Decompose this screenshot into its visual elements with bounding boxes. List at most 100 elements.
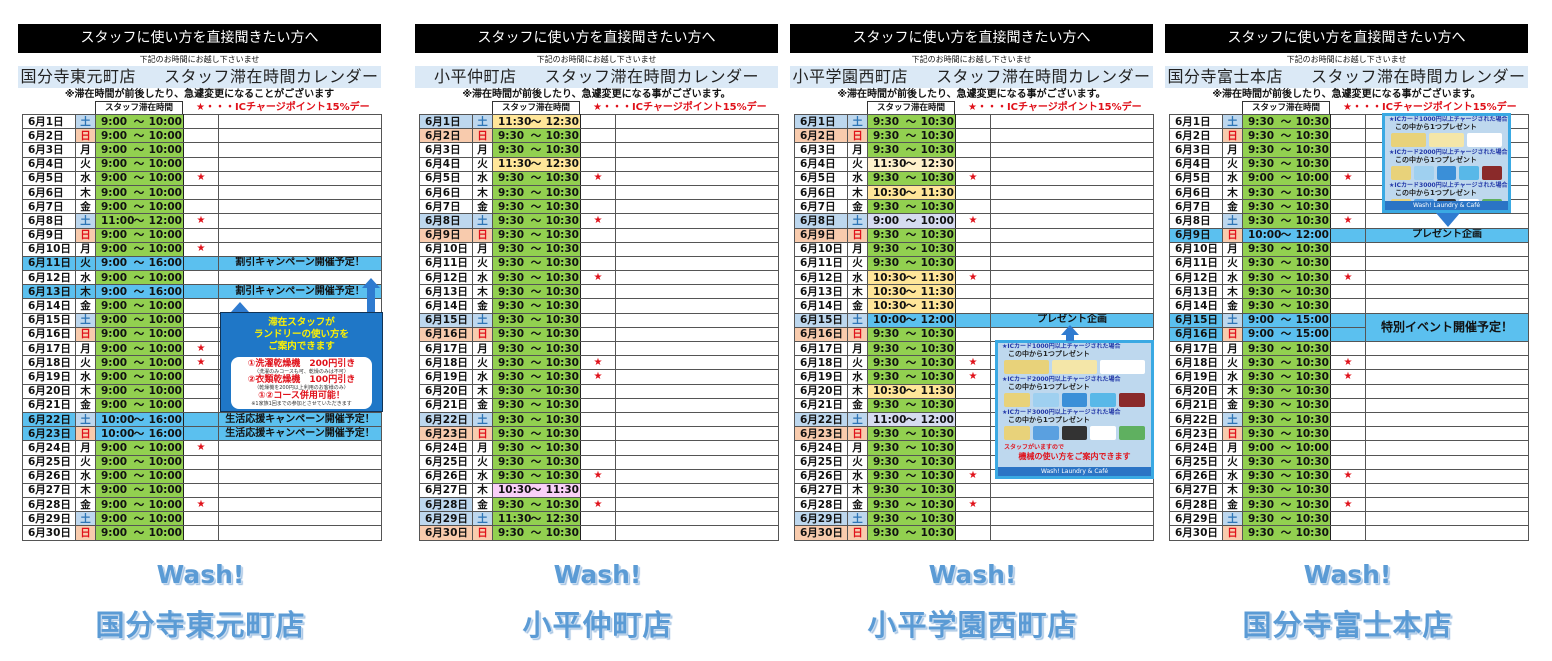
date-cell: 6月27日 [794,482,848,499]
star-cell: ★ [1330,270,1366,286]
table-row: 6月7日金 9:00 ～ 10:00 [22,199,382,215]
star-cell [580,426,616,442]
weekday-cell: 水 [75,369,96,385]
date-cell: 6月22日 [794,411,848,428]
weekday-cell: 月 [75,142,96,158]
date-cell: 6月22日 [419,411,473,428]
event-note-cell [218,128,382,144]
table-row: 6月17日月 9:30 ～ 10:30 [419,340,779,357]
start-time: 9:30 [873,200,900,213]
start-time: 9:30 [873,512,900,525]
tilde: ～ [905,427,917,440]
time-cell: 9:30 ～ 10:30 [1242,298,1331,314]
star-cell [1330,383,1366,399]
start-time: 9:30 [1248,257,1275,270]
date-cell: 6月12日 [794,270,848,286]
start-time: 9:30 [498,370,525,383]
start-time: 9:30 [498,214,525,227]
tilde: ～ [1280,470,1292,483]
event-note-cell [218,227,382,243]
tilde: ～ [133,271,145,284]
start-time: 9:00 [101,115,128,128]
time-cell: 9:30 ～ 10:30 [867,340,956,357]
time-cell: 9:00 ～ 10:00 [95,170,184,186]
tilde: ～ [530,314,542,327]
tilde: ～ [1280,129,1292,142]
end-time: 10:30 [545,200,579,213]
event-note-cell: 割引キャンペーン開催予定！ [218,255,382,272]
weekday-cell: 金 [75,199,96,215]
start-time: 9:30 [873,172,900,185]
star-cell [580,411,616,428]
weekday-cell: 火 [75,255,96,272]
product-icon [1119,393,1145,407]
product-icon [1061,426,1088,440]
visit-instruction: 下記のお時間にお越し下さいませ [911,55,1032,64]
table-row: 6月17日月 9:30 ～ 10:30 [1169,340,1529,357]
product-icon [1004,426,1030,440]
star-cell [183,128,219,144]
event-note-cell [615,326,779,343]
time-cell: 9:30 ～ 10:30 [867,255,956,272]
table-row: 6月29日土 11:30～ 12:30 [419,511,779,527]
event-note-cell [615,383,779,399]
event-note-cell [990,255,1154,272]
star-cell [580,142,616,158]
event-note-cell [990,227,1154,243]
date-cell: 6月23日 [1169,426,1223,442]
star-cell [183,255,219,272]
end-time: 10:30 [1295,143,1329,156]
star-cell: ★ [183,440,219,456]
star-cell [1330,411,1366,428]
table-row: 6月15日土 10:00～ 12:00 プレゼント企画 [794,312,1154,328]
start-time: 11:30 [498,115,532,128]
start-time: 9:30 [498,129,525,142]
start-time: 9:30 [1248,456,1275,469]
start-time: 9:30 [1248,498,1275,511]
table-row: 6月14日金 9:00 ～ 10:00 [22,298,382,314]
date-cell: 6月16日 [1169,326,1223,343]
tilde: ～ [133,413,145,426]
date-cell: 6月25日 [1169,454,1223,470]
weekday-cell: 日 [847,128,868,144]
weekday-cell: 水 [847,170,868,186]
table-row: 6月30日日 9:00 ～ 10:00 [22,525,382,541]
gift-pick: この中から1つプレゼント [1395,123,1477,131]
event-note-cell [1365,454,1529,470]
date-cell: 6月4日 [419,156,473,172]
start-time: 9:30 [1248,385,1275,398]
star-cell [580,255,616,272]
time-cell: 9:00 ～ 10:00 [95,199,184,215]
weekday-cell: 金 [1222,199,1243,215]
schedule-table: 6月1日土 9:00 ～ 10:00 6月2日日 9:00 ～ 10:00 6月3日月 9:00 ～… [22,113,382,541]
start-time: 9:00 [1248,172,1275,185]
tilde: ～ [133,129,145,142]
arrow-stem [367,288,375,322]
start-time: 9:30 [498,385,525,398]
time-cell: 11:30～ 12:30 [492,511,581,527]
time-cell: 9:30 ～ 10:30 [1242,355,1331,371]
start-time: 9:30 [1248,470,1275,483]
date-cell: 6月13日 [22,284,76,300]
weekday-cell: 土 [75,411,96,428]
star-cell [955,142,991,158]
event-note-cell [990,497,1154,513]
event-note-cell [1365,411,1529,428]
table-row: 6月23日日 9:30 ～ 10:30 [419,426,779,442]
table-row: 6月7日金 9:30 ～ 10:30 [419,199,779,215]
event-note-cell [1365,298,1529,314]
star-cell [580,511,616,527]
weekday-cell: 土 [1222,213,1243,229]
tilde: ～ [530,328,542,341]
tilde: ～ [905,243,917,256]
calendar-title: 小平仲町店 スタッフ滞在時間カレンダー [415,66,778,88]
star-cell [1330,184,1366,201]
date-cell: 6月10日 [794,241,848,257]
start-time: 9:30 [873,229,900,242]
start-time: 9:30 [873,328,900,341]
product-icon [1429,133,1464,147]
date-cell: 6月11日 [22,255,76,272]
end-time: 10:30 [920,115,954,128]
date-cell: 6月25日 [419,454,473,470]
end-time: 10:30 [545,470,579,483]
